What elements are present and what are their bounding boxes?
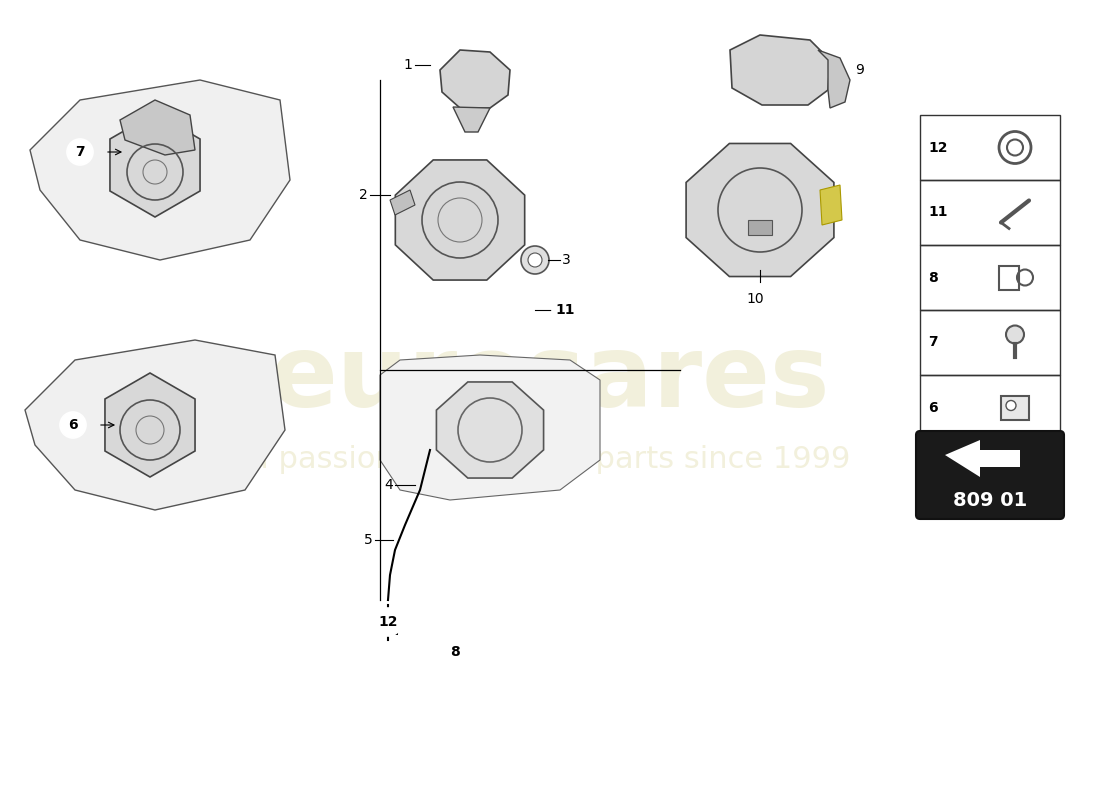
Circle shape <box>1006 139 1023 155</box>
Bar <box>920 440 1060 505</box>
Circle shape <box>552 297 578 323</box>
Polygon shape <box>120 100 195 155</box>
Text: 2: 2 <box>360 188 368 202</box>
Bar <box>920 245 1060 310</box>
Text: 10: 10 <box>746 292 763 306</box>
Text: 12: 12 <box>378 615 398 629</box>
Text: 6: 6 <box>68 418 78 432</box>
Polygon shape <box>104 373 195 477</box>
Bar <box>999 266 1019 290</box>
Text: 3: 3 <box>928 466 937 479</box>
Polygon shape <box>686 143 834 277</box>
Bar <box>920 180 1060 245</box>
Circle shape <box>374 608 401 636</box>
Circle shape <box>1006 326 1024 343</box>
Circle shape <box>60 412 86 438</box>
Text: 809 01: 809 01 <box>953 490 1027 510</box>
Circle shape <box>441 638 469 666</box>
Polygon shape <box>390 190 415 215</box>
Polygon shape <box>820 185 842 225</box>
Polygon shape <box>437 382 543 478</box>
Text: 12: 12 <box>928 141 947 154</box>
Polygon shape <box>25 340 285 510</box>
Text: 5: 5 <box>364 533 373 547</box>
Text: a passion for sourcing parts since 1999: a passion for sourcing parts since 1999 <box>250 446 850 474</box>
Circle shape <box>528 253 542 267</box>
Circle shape <box>67 139 94 165</box>
Text: 7: 7 <box>75 145 85 159</box>
Polygon shape <box>379 355 600 500</box>
Bar <box>920 375 1060 440</box>
Text: eurosares: eurosares <box>270 331 830 429</box>
Polygon shape <box>945 440 1020 477</box>
Text: 6: 6 <box>928 401 937 414</box>
Text: 11: 11 <box>928 206 947 219</box>
Text: 7: 7 <box>928 335 937 350</box>
Text: 9: 9 <box>855 63 864 77</box>
Polygon shape <box>395 160 525 280</box>
Bar <box>1001 395 1028 419</box>
Polygon shape <box>110 113 200 217</box>
Text: 4: 4 <box>384 478 393 492</box>
Polygon shape <box>818 50 850 108</box>
Polygon shape <box>30 80 290 260</box>
Bar <box>920 115 1060 180</box>
Text: 3: 3 <box>562 253 571 267</box>
Polygon shape <box>730 35 830 105</box>
Bar <box>920 310 1060 375</box>
Circle shape <box>1006 401 1016 410</box>
Bar <box>748 220 772 235</box>
Circle shape <box>521 246 549 274</box>
Text: 8: 8 <box>450 645 460 659</box>
Polygon shape <box>453 107 490 132</box>
Text: 8: 8 <box>928 270 937 285</box>
Text: 11: 11 <box>556 303 574 317</box>
Text: 1: 1 <box>403 58 412 72</box>
Polygon shape <box>440 50 510 108</box>
FancyBboxPatch shape <box>916 431 1064 519</box>
